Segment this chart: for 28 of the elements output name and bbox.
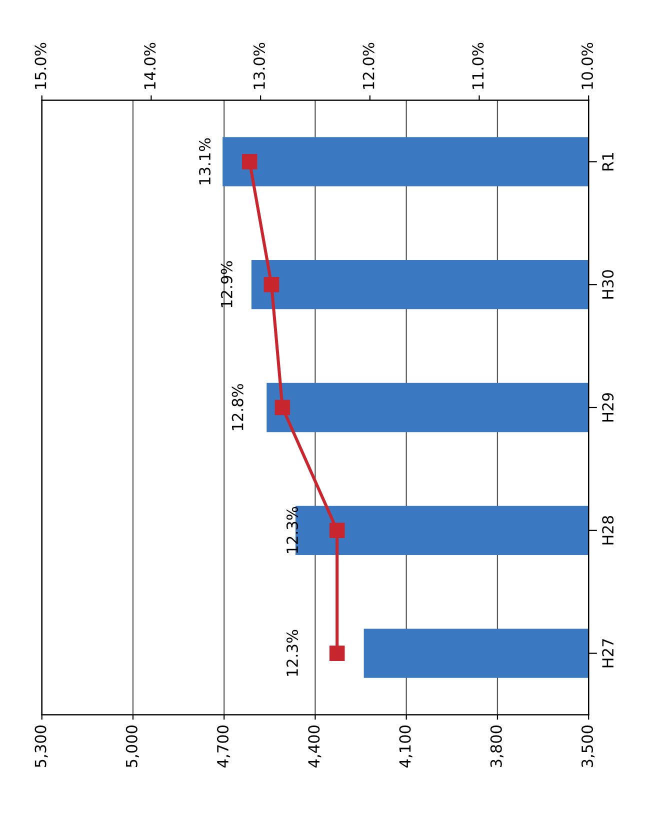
x2-tick-label: 14.0% [144, 42, 156, 89]
data-label: 12.3% [286, 630, 298, 676]
x-tick-label: 5,000 [126, 725, 139, 768]
y-tick-label: H27 [602, 639, 614, 668]
data-label: 12.3% [286, 506, 298, 553]
y-tick-label: H29 [602, 393, 614, 422]
data-label: 13.1% [198, 138, 211, 184]
x-tick-label: 5,300 [34, 725, 48, 768]
x2-tick-label: 15.0% [34, 42, 46, 89]
x2-tick-label: 13.0% [253, 42, 265, 89]
point [264, 276, 280, 292]
data-label: 12.8% [232, 384, 244, 430]
data-label: 12.9% [220, 261, 232, 308]
x2-tick-label: 11.0% [472, 42, 484, 89]
x-tick-label: 3,500 [581, 725, 595, 768]
y-tick-label: H30 [602, 270, 614, 299]
x-tick-label: 3,800 [490, 725, 504, 768]
y-tick-label: R1 [602, 152, 614, 170]
y-tick-label: H28 [602, 516, 614, 544]
x-tick-label: 4,400 [308, 725, 322, 768]
x-tick-label: 4,100 [399, 725, 412, 768]
x-tick-label: 4,700 [216, 725, 230, 768]
point [329, 522, 345, 538]
x2-tick-label: 12.0% [362, 42, 374, 89]
point [274, 400, 290, 416]
point [329, 646, 345, 661]
x2-tick-label: 10.0% [581, 42, 594, 89]
point [242, 154, 258, 170]
